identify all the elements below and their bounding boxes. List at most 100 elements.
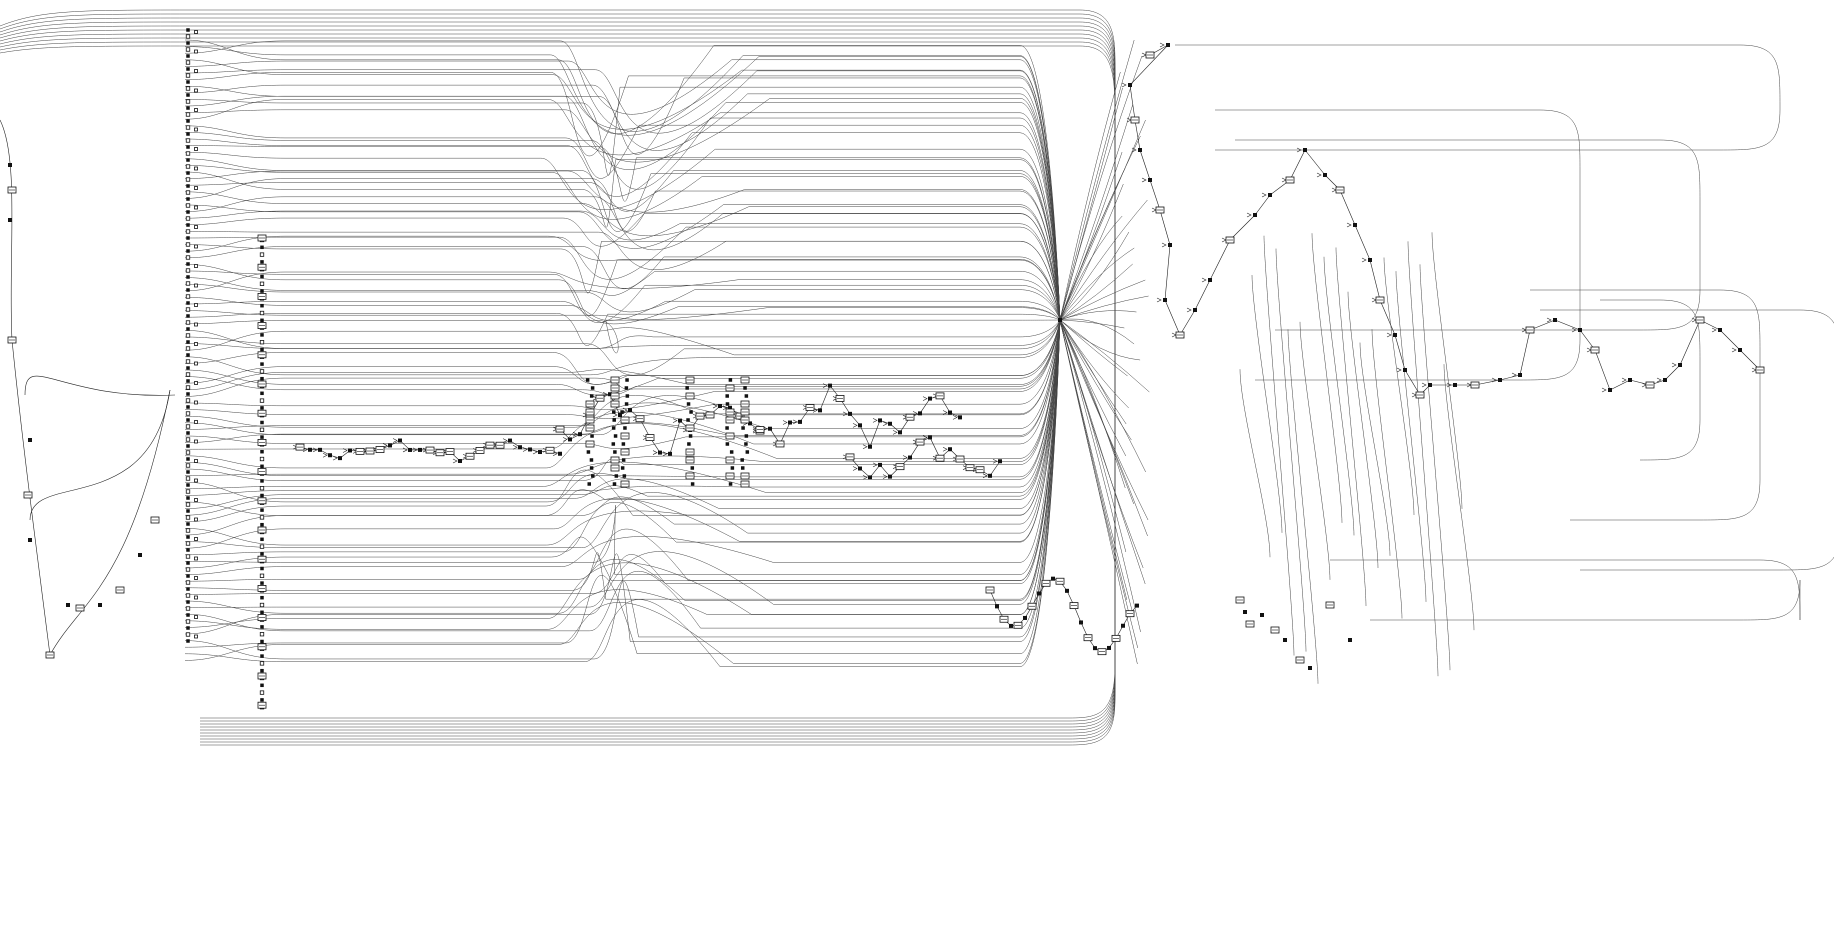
graph-node-filled [1578,328,1582,332]
graph-node-filled [828,383,832,388]
graph-node-hollow [194,517,198,522]
graph-arrowhead [882,474,888,479]
graph-node-filled [186,366,190,370]
hub-edge [1059,247,1135,321]
right-connector-edge [1335,247,1367,607]
graph-node-filled [1738,348,1742,352]
graph-node-filled [686,402,691,406]
graph-node-hollow [259,252,265,257]
graph-node-filled [260,347,264,352]
graph-node-filled [587,482,591,486]
graph-arrowhead [792,419,798,425]
graph-node-hollow [194,147,198,151]
graph-arrowhead [882,421,888,427]
hub-edge [1059,319,1148,537]
graph-node-filled [260,581,264,585]
graph-node-hollow [194,478,198,483]
graph-node-filled [745,450,750,454]
graph-node-filled [688,434,693,438]
graph-node-filled [1678,363,1682,367]
graph-node-filled [612,418,616,422]
graph-arrowhead [1386,332,1392,338]
outer-loop-edge [0,37,1116,725]
graph-node-filled [186,548,190,552]
graph-node-hollow [259,310,265,316]
graph-node-filled [518,445,522,450]
outer-loop-edge [0,21,1116,737]
graph-node-filled [748,421,752,426]
graph-arrowhead [862,444,868,449]
graph-node-filled [260,479,264,483]
outer-loop-edge [0,29,1116,731]
graph-node-hollow [194,69,198,73]
graph-node-filled [186,132,190,136]
chain-edge [869,464,881,478]
graph-node-filled [398,438,402,443]
graph-node-hollow [185,177,191,182]
right-chain-edge [1164,299,1181,336]
graph-node-filled [740,458,744,462]
right-chain-edge [1304,149,1326,176]
flow-edge [184,319,1061,516]
flow-edge [184,313,1061,346]
graph-node-filled [186,496,190,500]
graph-node-filled [1348,638,1352,642]
graph-node-hollow [185,294,191,299]
right-chain-edge [1254,194,1271,216]
graph-node-filled [686,418,690,422]
graph-node-hollow [185,73,191,78]
graph-node-filled [260,289,264,293]
graph-node-filled [608,392,612,397]
graph-node-hollow [194,108,198,112]
hub-edge [1059,231,1130,321]
graph-node-filled [186,93,190,97]
graph-node-filled [1107,645,1111,650]
graph-arrowhead [942,410,948,415]
flow-edge [184,69,1061,321]
graph-node-filled [744,442,748,446]
graph-node-hollow [185,359,191,364]
graph-node-filled [1037,591,1041,596]
graph-node-filled [186,405,190,409]
graph-node-hollow [185,593,191,598]
graph-arrowhead [982,473,988,479]
graph-node-filled [186,288,190,292]
right-loop-edge [1235,139,1701,331]
flow-edge [184,319,1061,575]
graph-node-filled [260,362,264,366]
graph-arrowhead [342,448,348,453]
graph-node-filled [186,587,190,591]
graph-node-filled [1093,646,1097,651]
graph-node-hollow [185,125,191,130]
graph-node-filled [1079,620,1083,625]
graph-node-filled [186,80,190,84]
right-chain-edge [1679,319,1701,366]
graph-node-filled [260,303,264,308]
graph-node-hollow [259,340,265,345]
graph-node-hollow [194,361,198,366]
flow-edge [184,246,1061,321]
graph-arrowhead [872,462,878,468]
graph-node-hollow [194,615,198,619]
graph-node-filled [186,444,190,448]
flow-edge [184,319,1061,396]
graph-node-filled [388,443,392,448]
right-connector-edge [1311,233,1343,523]
graph-node-hollow [194,205,198,210]
graph-node-filled [186,457,190,461]
graph-node-hollow [194,459,198,463]
graph-node-filled [888,474,892,479]
flow-edge [184,46,1061,321]
graph-arrowhead [922,396,928,401]
graph-node-filled [328,453,332,458]
graph-arrowhead [1261,192,1267,198]
graph-node-filled [1260,613,1264,617]
hub-edge [1059,318,1135,345]
graph-node-hollow [259,281,265,286]
graph-node-filled [611,426,616,430]
graph-node-filled [186,106,190,110]
hub-edge [1059,151,1123,321]
graph-node-filled [260,552,264,556]
flow-edge [184,319,1061,356]
graph-node-filled [260,522,264,527]
